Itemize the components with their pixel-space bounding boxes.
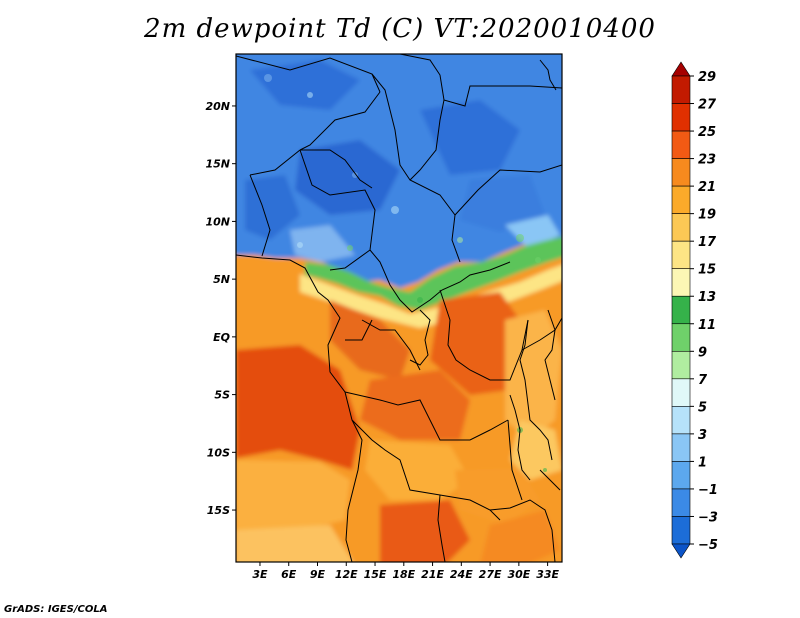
lon-label: 3E xyxy=(252,568,268,581)
legend-swatch xyxy=(671,75,691,104)
legend-label: 3 xyxy=(698,428,707,443)
legend-label: 15 xyxy=(698,263,716,278)
legend-label: 27 xyxy=(698,98,717,113)
longitude-axis: 3E 6E 9E 12E 15E 18E 21E 24E 27E 30E 33E xyxy=(252,562,560,581)
lat-label: 5N xyxy=(213,273,230,286)
lat-label: 15S xyxy=(207,504,230,517)
credit-text: GrADS: IGES/COLA xyxy=(4,604,108,615)
legend-label: 11 xyxy=(698,318,716,333)
lon-label: 9E xyxy=(310,568,326,581)
legend-swatch xyxy=(671,158,691,187)
lon-label: 30E xyxy=(507,568,530,581)
lon-label: 12E xyxy=(335,568,358,581)
legend-swatch xyxy=(671,185,691,214)
legend-swatch xyxy=(671,461,691,490)
legend-label: 7 xyxy=(698,373,708,388)
lat-label: EQ xyxy=(213,331,230,344)
map-title: 2m dewpoint Td (C) VT:2020010400 xyxy=(144,14,656,44)
legend-swatch xyxy=(671,516,691,545)
legend-swatch xyxy=(671,61,691,77)
legend-label: 25 xyxy=(698,125,716,140)
legend-swatch xyxy=(671,406,691,435)
legend-swatch xyxy=(671,350,691,380)
lon-label: 27E xyxy=(479,568,502,581)
legend-swatch xyxy=(671,268,691,297)
lon-label: 6E xyxy=(281,568,297,581)
dewpoint-field xyxy=(236,54,562,562)
legend-label: 9 xyxy=(698,345,707,360)
legend-label: 19 xyxy=(698,208,716,223)
lon-label: 18E xyxy=(392,568,415,581)
legend-swatch xyxy=(671,378,691,407)
legend-label: 29 xyxy=(698,70,716,85)
lat-label: 10S xyxy=(207,446,230,459)
lat-label: 20N xyxy=(205,100,230,113)
map-frame xyxy=(235,53,563,563)
legend-label: −5 xyxy=(698,538,718,553)
lat-label: 10N xyxy=(205,215,230,228)
legend-label: 13 xyxy=(698,290,716,305)
legend-label: 23 xyxy=(698,153,716,168)
legend-label: 17 xyxy=(698,235,717,250)
legend-swatch xyxy=(671,295,691,325)
lon-label: 33E xyxy=(536,568,559,581)
legend-swatch xyxy=(671,103,691,132)
lon-label: 24E xyxy=(450,568,473,581)
legend-swatch xyxy=(671,240,691,270)
legend-boxes xyxy=(671,61,691,559)
lon-label: 15E xyxy=(364,568,387,581)
legend-label: 5 xyxy=(698,400,707,415)
legend-label: 1 xyxy=(698,455,707,470)
legend-swatch xyxy=(671,323,691,352)
country-borders xyxy=(236,54,562,562)
lat-label: 5S xyxy=(214,389,230,402)
legend-labels: 29 27 25 23 21 19 17 15 13 11 9 7 5 3 1 −1 −3 −5 xyxy=(690,70,718,553)
legend-label: −1 xyxy=(698,483,718,498)
legend-swatch xyxy=(671,543,691,559)
legend-swatch xyxy=(671,433,691,462)
legend-swatch xyxy=(671,130,691,159)
texture-speckles xyxy=(264,74,547,472)
legend-label: −3 xyxy=(698,510,718,525)
latitude-axis: 20N 15N 10N 5N EQ 5S 10S 15S xyxy=(205,100,236,517)
lat-label: 15N xyxy=(205,158,230,171)
legend-label: 21 xyxy=(698,180,716,195)
lon-label: 21E xyxy=(421,568,444,581)
legend-swatch xyxy=(671,213,691,242)
legend-swatch xyxy=(671,488,691,517)
